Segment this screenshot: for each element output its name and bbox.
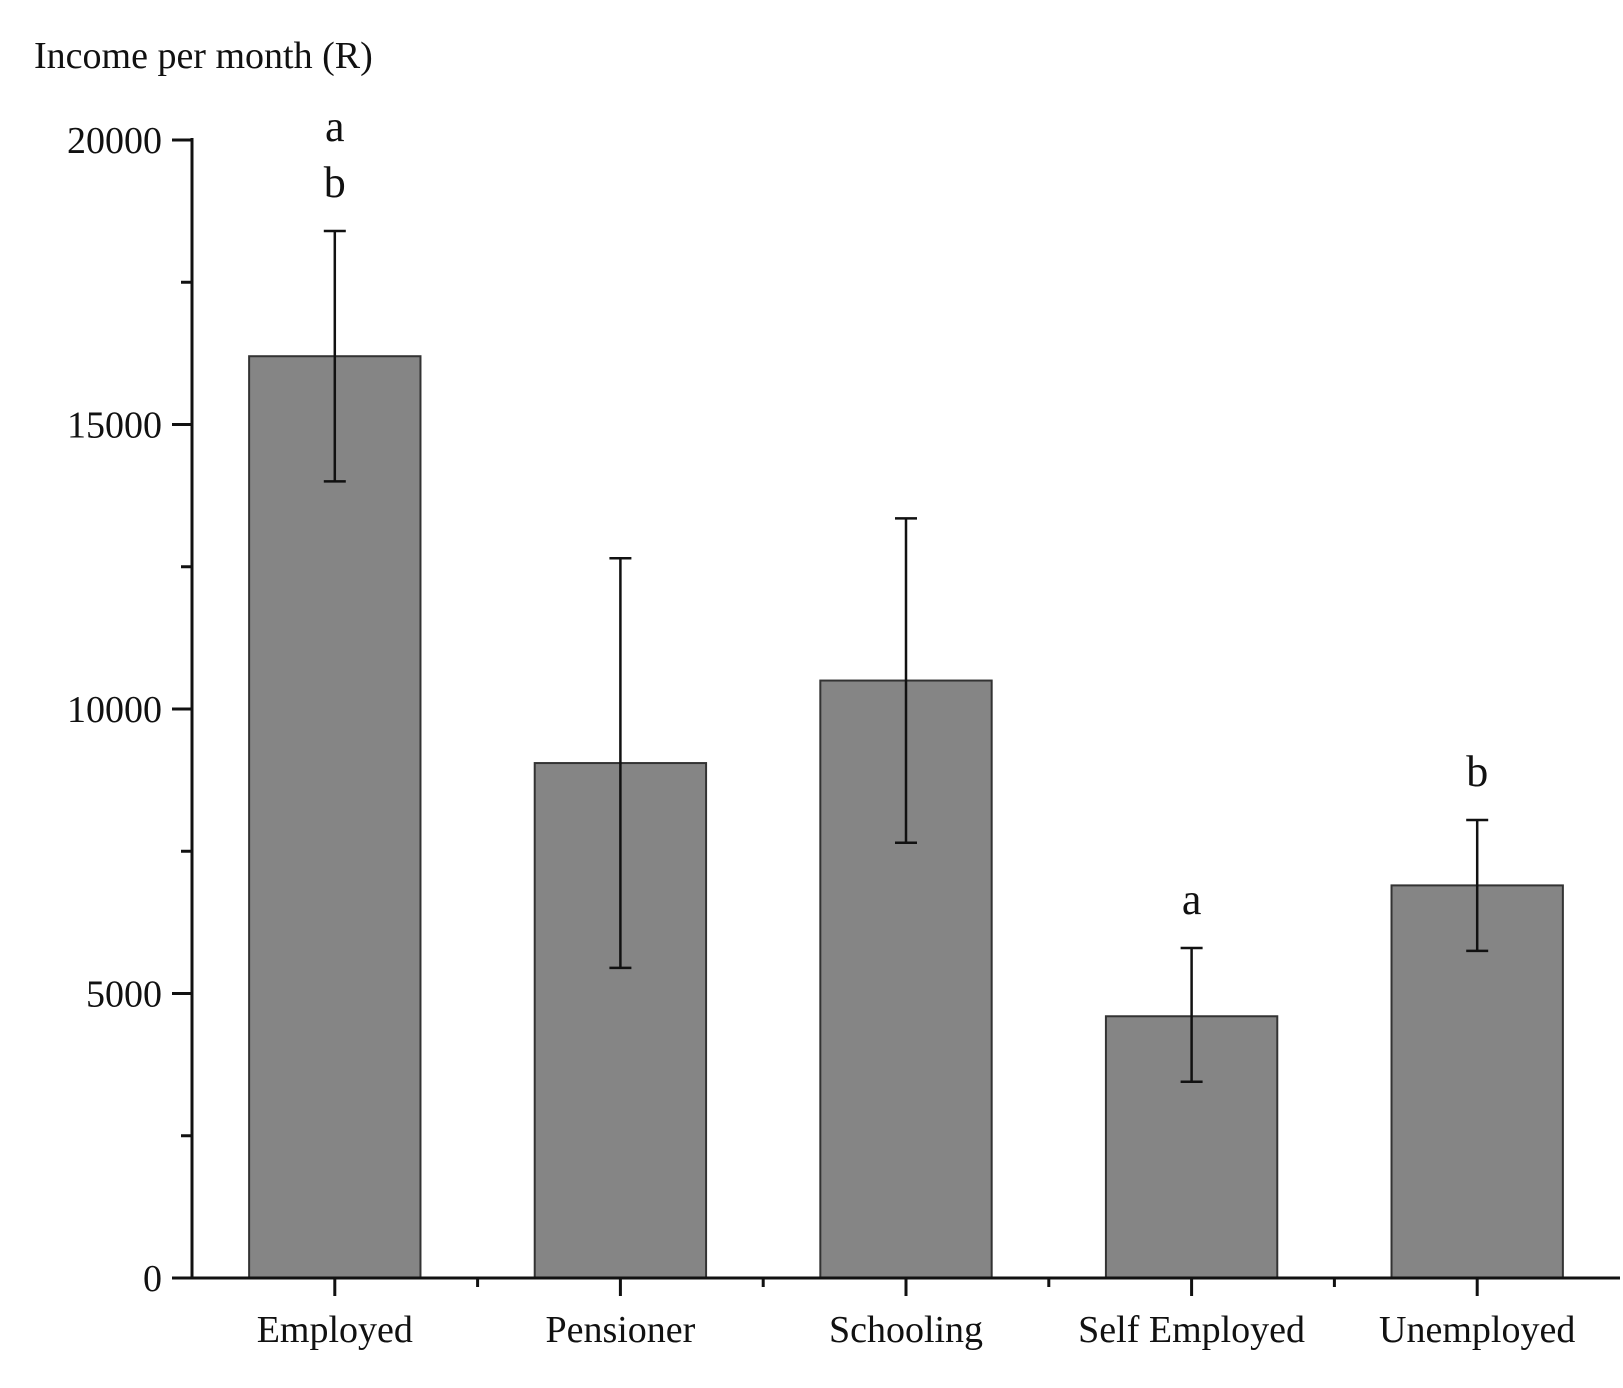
x-tick-label-pensioner: Pensioner	[545, 1309, 695, 1351]
y-tick-label-15000: 15000	[67, 405, 162, 447]
significance-letter-employed-b: b	[324, 158, 346, 207]
axes-layer: Employed Pensioner Schooling Self Employed U…	[67, 120, 1620, 1351]
y-tick-label-0: 0	[143, 1258, 162, 1300]
significance-letter-employed-a: a	[325, 102, 345, 151]
y-tick-label-10000: 10000	[67, 689, 162, 731]
x-tick-label-employed: Employed	[257, 1309, 413, 1351]
x-tick-label-schooling: Schooling	[829, 1309, 983, 1351]
y-tick-label-5000: 5000	[86, 974, 162, 1016]
significance-letter-unemployed-b: b	[1466, 747, 1488, 796]
y-axis-label: Income per month (R)	[34, 35, 373, 77]
bar-employed	[248, 355, 422, 1280]
x-tick-label-self-employed: Self Employed	[1078, 1309, 1305, 1351]
significance-letter-self-employed-a: a	[1182, 875, 1202, 924]
y-tick-label-20000: 20000	[67, 120, 162, 162]
error-bars-layer	[323, 229, 1489, 1083]
x-tick-label-unemployed: Unemployed	[1379, 1309, 1575, 1351]
